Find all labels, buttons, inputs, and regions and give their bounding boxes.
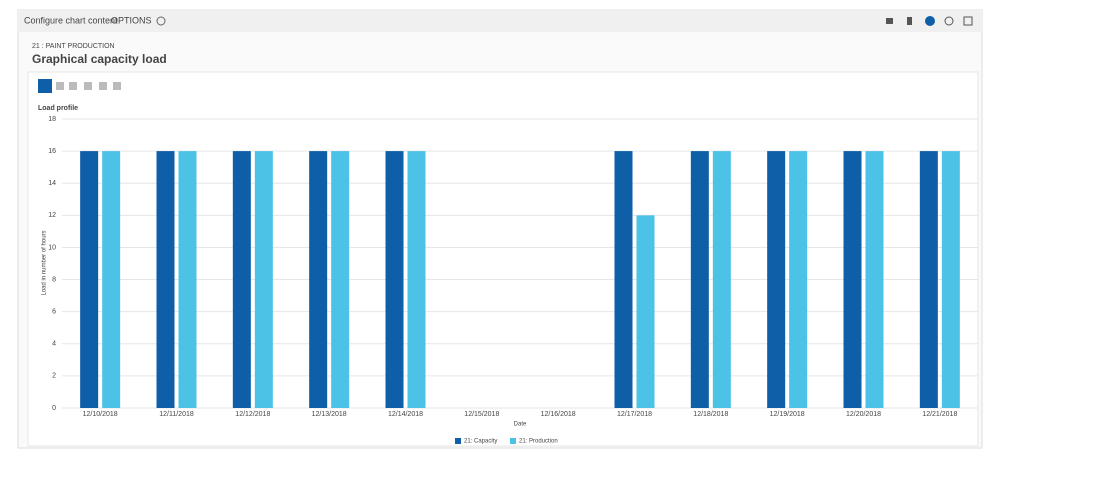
popout-icon[interactable] [963,16,973,26]
chart-type-button[interactable] [38,79,52,93]
bar [156,151,175,408]
y-tick-label: 0 [52,405,56,412]
x-tick-label: 12/17/2018 [617,411,652,418]
y-tick-label: 16 [48,148,56,155]
x-tick-label: 12/21/2018 [922,411,957,418]
chart-type-button[interactable] [113,82,121,90]
bar [941,151,960,408]
y-tick-label: 14 [48,180,56,187]
bar [80,151,99,408]
y-tick-label: 4 [52,341,56,348]
chart-type-button[interactable] [99,82,107,90]
legend-swatch [510,438,516,444]
x-tick-label: 12/12/2018 [235,411,270,418]
bar [232,151,251,408]
search-icon[interactable] [156,16,166,26]
x-tick-label: 12/10/2018 [83,411,118,418]
x-tick-label: 12/20/2018 [846,411,881,418]
bar [254,151,273,408]
bar [712,151,731,408]
section: 21 : PAINT PRODUCTION [32,43,115,50]
bar [407,151,426,408]
bar [789,151,808,408]
icon[interactable] [886,18,893,24]
bar [102,151,121,408]
chart-title: Load profile [38,105,78,112]
legend-label: 21: Production [519,439,558,445]
y-tick-label: 8 [52,276,56,283]
x-tick-label: 12/14/2018 [388,411,423,418]
bar [865,151,884,408]
bar [614,151,633,408]
notification-icon[interactable] [925,16,935,26]
legend-label: 21: Capacity [464,439,497,445]
y-tick-label: 10 [48,244,56,251]
page-title: Graphical capacity load [32,52,167,66]
chart-type-button[interactable] [56,82,64,90]
bar [385,151,404,408]
y-tick-label: 2 [52,373,56,380]
x-tick-label: 12/13/2018 [312,411,347,418]
breadcrumb[interactable]: Configure chart content [24,15,118,25]
x-tick-label: 12/11/2018 [159,411,194,418]
refresh-icon[interactable] [944,16,954,26]
bar [331,151,350,408]
y-tick-label: 12 [48,212,56,219]
chart-type-button[interactable] [69,82,77,90]
options-menu[interactable]: OPTIONS [111,15,152,25]
icon[interactable] [907,17,912,25]
bar [178,151,197,408]
y-tick-label: 18 [48,116,56,123]
bar [690,151,709,408]
bar [309,151,328,408]
x-axis-title: Date [514,422,527,428]
bar [843,151,862,408]
top-bar [18,10,982,32]
y-axis-title: Load in number of hours [42,230,48,295]
bar [636,215,655,408]
legend-swatch [455,438,461,444]
x-tick-label: 12/18/2018 [693,411,728,418]
x-tick-label: 12/15/2018 [464,411,499,418]
x-tick-label: 12/19/2018 [770,411,805,418]
y-tick-label: 6 [52,309,56,316]
bar [767,151,786,408]
x-tick-label: 12/16/2018 [541,411,576,418]
bar [919,151,938,408]
chart-type-button[interactable] [84,82,92,90]
